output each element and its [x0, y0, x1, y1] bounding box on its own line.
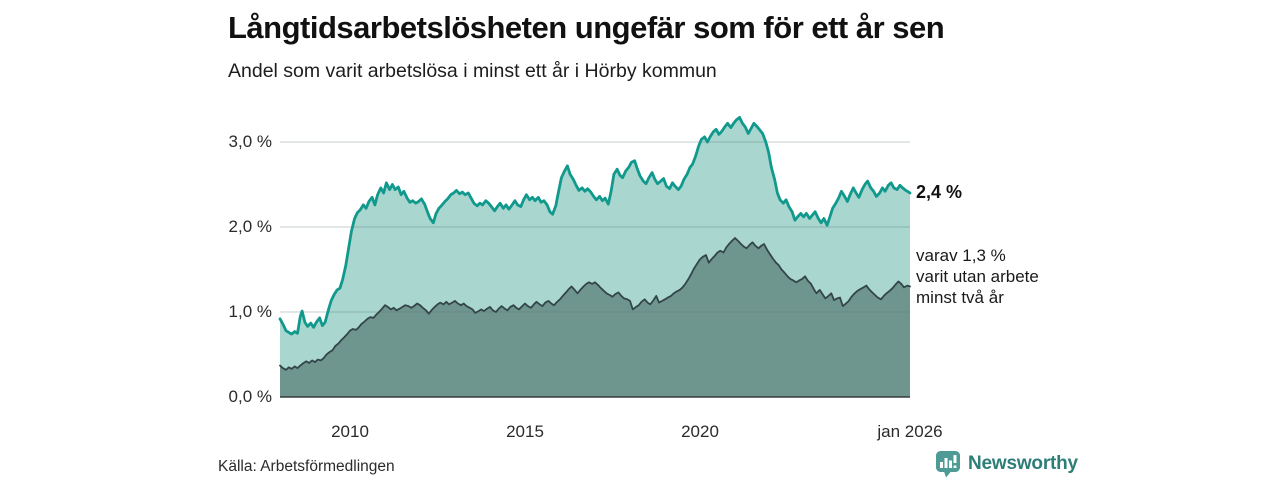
page-subtitle: Andel som varit arbetslösa i minst ett å… [228, 60, 717, 82]
y-tick-label-3: 3,0 % [228, 132, 272, 151]
annotation-line: varit utan arbete [916, 266, 1039, 286]
x-tick-label-2020: 2020 [681, 422, 719, 441]
line-two-years-plus [279, 237, 911, 371]
y-tick-label-2: 2,0 % [228, 217, 272, 236]
source-text: Källa: Arbetsförmedlingen [218, 458, 395, 475]
y-tick-label-0: 0,0 % [228, 387, 272, 406]
area-two-years-plus [280, 238, 910, 397]
brand-logo: Newsworthy [935, 450, 1078, 478]
x-tick-label-2026: jan 2026 [877, 422, 943, 441]
annotation-line: minst två år [916, 287, 1004, 307]
x-tick-label-2015: 2015 [506, 422, 544, 441]
annotation-line: varav 1,3 % [916, 245, 1006, 265]
y-tick-label-1: 1,0 % [228, 302, 272, 321]
page-title: Långtidsarbetslösheten ungefär som för e… [228, 10, 945, 45]
line-total [278, 116, 912, 336]
secondary-series-annotation: varav 1,3 % varit utan arbete minst två … [916, 245, 1039, 308]
brand-name: Newsworthy [968, 453, 1078, 474]
end-value-label: 2,4 % [916, 182, 963, 202]
x-tick-label-2010: 2010 [331, 422, 369, 441]
newsworthy-icon [936, 451, 960, 478]
